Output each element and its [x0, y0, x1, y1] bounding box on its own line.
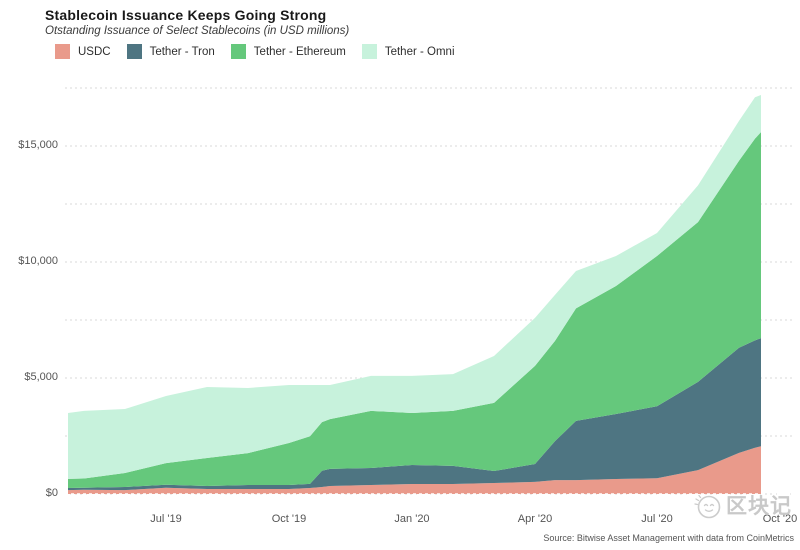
- source-note: Source: Bitwise Asset Management with da…: [543, 533, 794, 543]
- legend-swatch-tether-omni: [361, 44, 377, 59]
- y-axis-label-0: $0: [45, 487, 58, 499]
- area-tether-tron: [68, 338, 761, 491]
- x-axis-label-oct-20: Oct '20: [762, 513, 798, 525]
- x-axis-label-jul-19: Jul '19: [150, 513, 182, 525]
- y-axis-label-10000: $10,000: [18, 255, 58, 267]
- legend-item-usdc: USDC: [55, 44, 111, 59]
- watermark-text: 区块记: [726, 494, 792, 518]
- chart-subtitle: Otstanding Issuance of Select Stablecoin…: [45, 25, 350, 37]
- legend-item-tether-omni: Tether - Omni: [361, 44, 455, 59]
- y-axis-label-5000: $5,000: [24, 371, 58, 383]
- x-axis-label-jul-20: Jul '20: [641, 513, 673, 525]
- area-tether-omni: [68, 95, 761, 479]
- legend-item-tether-ethereum: Tether - Ethereum: [230, 44, 346, 59]
- legend-item-tether-tron: Tether - Tron: [126, 44, 215, 59]
- legend-swatch-tether-tron: [126, 44, 142, 59]
- legend-swatch-tether-ethereum: [230, 44, 246, 59]
- y-axis-label-15000: $15,000: [18, 139, 58, 151]
- x-axis-label-jan-20: Jan '20: [394, 513, 430, 525]
- area-tether-ethereum: [68, 132, 761, 488]
- legend: USDC Tether - Tron Tether - Ethereum Tet…: [55, 44, 455, 59]
- legend-label-tether-tron: Tether - Tron: [149, 45, 215, 58]
- legend-label-tether-omni: Tether - Omni: [384, 45, 455, 58]
- x-axis-label-oct-19: Oct '19: [271, 513, 307, 525]
- watermark: 区块记: [694, 492, 792, 520]
- chart-title: Stablecoin Issuance Keeps Going Strong: [45, 7, 327, 23]
- watermark-face-icon: [694, 494, 721, 519]
- x-axis-label-apr-20: Apr '20: [517, 513, 553, 525]
- area-usdc: [68, 446, 761, 494]
- legend-label-usdc: USDC: [78, 45, 111, 58]
- legend-swatch-usdc: [55, 44, 70, 59]
- legend-label-tether-ethereum: Tether - Ethereum: [253, 45, 346, 58]
